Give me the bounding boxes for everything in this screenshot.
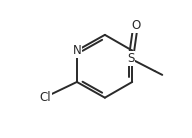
Text: N: N — [73, 44, 81, 57]
Text: O: O — [131, 19, 140, 32]
Text: N: N — [73, 44, 81, 57]
Text: S: S — [127, 52, 135, 65]
Text: Cl: Cl — [40, 91, 51, 104]
